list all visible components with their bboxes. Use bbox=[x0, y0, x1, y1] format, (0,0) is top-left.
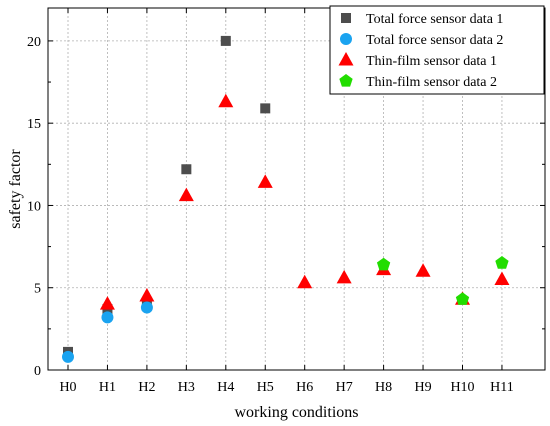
data-point-s2-H2 bbox=[140, 301, 153, 314]
y-tick-label: 15 bbox=[27, 117, 41, 132]
legend: Total force sensor data 1 Total force sen… bbox=[329, 5, 545, 95]
x-tick-label: H10 bbox=[450, 380, 474, 395]
data-point-s2-H0 bbox=[62, 350, 74, 363]
data-point-s1-H3 bbox=[181, 164, 192, 175]
data-point-s3-H5 bbox=[257, 174, 273, 188]
x-tick-label: H5 bbox=[257, 380, 274, 395]
legend-label-4: Thin-film sensor data 2 bbox=[366, 75, 497, 90]
data-point-s3-H2 bbox=[139, 287, 155, 302]
x-tick-label: H4 bbox=[217, 380, 234, 395]
y-tick-label: 20 bbox=[27, 35, 41, 50]
x-tick-label: H9 bbox=[414, 380, 431, 395]
y-axis-label: safety factor bbox=[7, 149, 24, 229]
data-point-s3-H7 bbox=[336, 269, 352, 284]
data-points bbox=[62, 35, 510, 363]
legend-label-1: Total force sensor data 1 bbox=[366, 12, 503, 27]
x-tick-label: H8 bbox=[375, 380, 392, 395]
plot-frame bbox=[47, 7, 546, 371]
legend-box bbox=[329, 5, 545, 95]
legend-label-2: Total force sensor data 2 bbox=[366, 33, 503, 48]
data-point-s3-H6 bbox=[297, 274, 313, 289]
data-point-s3-H3 bbox=[178, 187, 194, 202]
legend-marker-2 bbox=[340, 33, 352, 45]
data-point-s3-H1 bbox=[99, 296, 115, 310]
data-point-s3-H9 bbox=[415, 263, 431, 277]
x-tick-label: H6 bbox=[296, 380, 313, 395]
legend-marker-4 bbox=[339, 74, 353, 87]
data-point-s2-H1 bbox=[101, 311, 114, 324]
data-point-s3-H11 bbox=[494, 271, 510, 285]
y-tick-label: 5 bbox=[34, 282, 41, 297]
legend-label-3: Thin-film sensor data 1 bbox=[366, 54, 497, 69]
axes: 0 5 10 15 20 H0 H1 H2 H3 H4 H5 H6 H7 H8 H9 H10 H11 bbox=[27, 7, 546, 395]
data-point-s1-H4 bbox=[220, 35, 231, 46]
x-tick-label: H0 bbox=[59, 380, 76, 395]
y-tick-label: 0 bbox=[34, 364, 41, 379]
x-tick-label: H3 bbox=[178, 380, 195, 395]
data-point-s4-H11 bbox=[495, 256, 509, 269]
x-tick-label: H7 bbox=[336, 380, 353, 395]
data-point-s4-H10 bbox=[455, 292, 470, 305]
legend-marker-3 bbox=[338, 52, 354, 66]
legend-marker-1 bbox=[341, 13, 351, 23]
data-point-s4-H8 bbox=[376, 257, 391, 271]
x-tick-label: H11 bbox=[490, 380, 514, 395]
data-point-s3-H4 bbox=[218, 93, 234, 108]
x-tick-label: H1 bbox=[99, 380, 116, 395]
data-point-s1-H5 bbox=[260, 103, 271, 114]
x-axis-label: working conditions bbox=[235, 404, 359, 421]
x-tick-label: H2 bbox=[138, 380, 155, 395]
y-tick-label: 10 bbox=[27, 199, 41, 214]
